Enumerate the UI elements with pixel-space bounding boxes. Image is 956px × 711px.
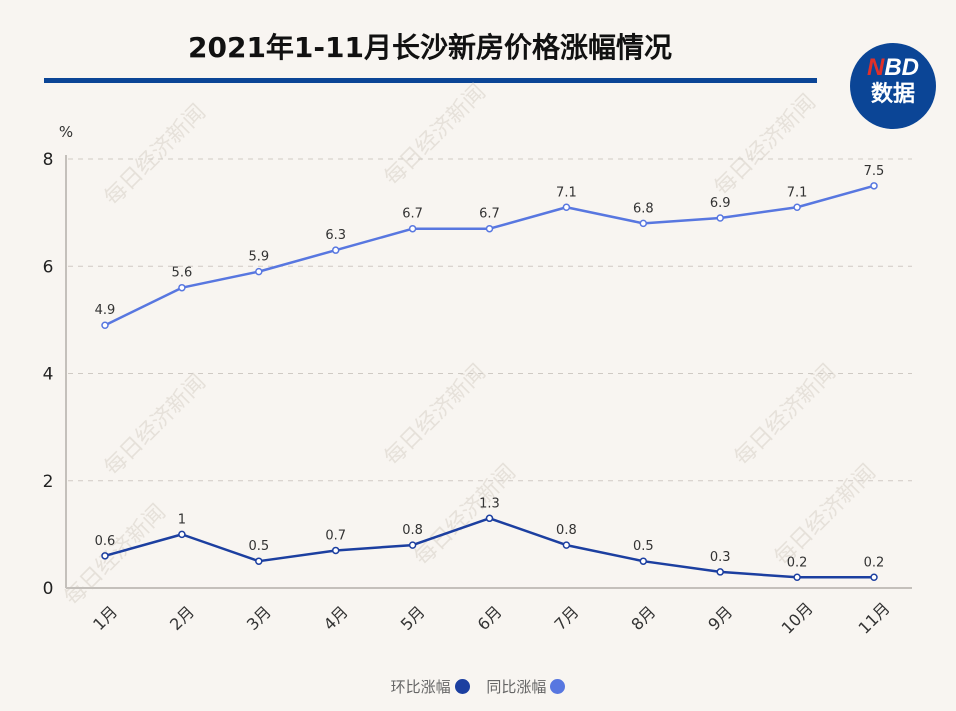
data-label: 1.3	[479, 496, 500, 511]
legend-label: 环比涨幅	[390, 678, 451, 696]
legend: 环比涨幅 同比涨幅	[0, 676, 956, 697]
data-point[interactable]	[639, 219, 648, 228]
data-label: 5.6	[172, 266, 193, 281]
data-point[interactable]	[562, 541, 571, 549]
x-tick-label: 8月	[627, 602, 659, 634]
data-label: 7.5	[864, 164, 885, 179]
data-point[interactable]	[178, 530, 186, 539]
x-tick-label: 6月	[474, 602, 506, 634]
series-mom: 0.6 1 0.5 0.7 0.8 1.3 0.8 0.5 0.3 0.2 0.2	[95, 496, 885, 582]
y-axis-unit: %	[59, 123, 73, 141]
data-label: 1	[178, 512, 186, 527]
data-label: 0.2	[787, 555, 808, 570]
title-underline	[44, 78, 817, 83]
data-label: 7.1	[787, 185, 808, 200]
data-label: 0.8	[556, 523, 577, 538]
watermark-text: 每日经济新闻	[100, 370, 211, 481]
data-point[interactable]	[870, 182, 878, 190]
x-tick-label: 1月	[89, 602, 121, 634]
watermark-text: 每日经济新闻	[380, 360, 491, 471]
watermark-text: 每日经济新闻	[410, 460, 521, 571]
watermark-text: 每日经济新闻	[730, 360, 841, 471]
data-point[interactable]	[485, 514, 494, 523]
y-tick-label: 6	[43, 257, 54, 277]
data-label: 6.7	[479, 207, 500, 222]
y-tick-label: 0	[43, 579, 54, 599]
data-label: 5.9	[248, 250, 269, 265]
watermark-text: 每日经济新闻	[380, 80, 491, 191]
legend-dot-icon	[550, 679, 566, 694]
x-tick-label: 9月	[704, 602, 736, 634]
data-point[interactable]	[408, 541, 417, 549]
watermark-text: 每日经济新闻	[770, 460, 881, 571]
data-point[interactable]	[331, 546, 340, 555]
data-point[interactable]	[101, 321, 109, 329]
logo-accent-letter: N	[866, 54, 885, 81]
data-point[interactable]	[870, 573, 878, 582]
x-tick-label: 7月	[551, 602, 583, 634]
x-tick-label: 11月	[855, 599, 894, 638]
data-label: 0.8	[402, 523, 423, 538]
watermark-text: 每日经济新闻	[100, 100, 211, 211]
data-point[interactable]	[101, 552, 109, 560]
nbd-logo: NBD 数据	[850, 43, 936, 129]
data-label: 6.3	[325, 228, 346, 243]
data-label: 6.7	[402, 207, 423, 222]
data-point[interactable]	[178, 283, 186, 292]
data-label: 0.6	[95, 534, 116, 549]
data-label: 0.7	[325, 528, 346, 543]
series-line	[104, 517, 874, 579]
y-tick-label: 2	[43, 472, 54, 492]
data-label: 0.2	[864, 555, 885, 570]
legend-label: 同比涨幅	[486, 678, 547, 696]
logo-top-text: BD	[884, 54, 919, 81]
watermark-text: 每日经济新闻	[60, 500, 171, 611]
y-tick-label: 4	[43, 365, 54, 385]
data-point[interactable]	[639, 557, 648, 565]
data-label: 4.9	[95, 303, 116, 318]
x-tick-label: 2月	[166, 602, 198, 634]
chart-title: 2021年1-11月长沙新房价格涨幅情况	[188, 31, 672, 64]
x-tick-label: 4月	[320, 602, 352, 634]
legend-dot-icon	[454, 679, 470, 694]
data-label: 0.5	[248, 539, 269, 554]
data-point[interactable]	[255, 557, 263, 565]
data-point[interactable]	[485, 224, 494, 233]
data-point[interactable]	[331, 246, 340, 254]
logo-bottom-text: 数据	[870, 81, 915, 106]
data-label: 0.5	[633, 539, 654, 554]
legend-item-yoy[interactable]: 同比涨幅	[486, 676, 566, 697]
legend-item-mom[interactable]: 环比涨幅	[391, 676, 470, 697]
x-tick-label: 10月	[778, 599, 817, 638]
data-label: 6.8	[633, 201, 654, 216]
data-point[interactable]	[716, 214, 724, 222]
watermark-text: 每日经济新闻	[710, 90, 821, 201]
data-label: 6.9	[710, 196, 731, 211]
y-tick-label: 8	[43, 150, 54, 170]
data-point[interactable]	[255, 267, 263, 276]
data-point[interactable]	[408, 224, 417, 233]
data-point[interactable]	[793, 573, 801, 582]
series-yoy: 4.9 5.6 5.9 6.3 6.7 6.7 7.1 6.8 6.9 7.1 7.5	[95, 164, 885, 329]
x-tick-label: 5月	[397, 602, 429, 634]
data-label: 0.3	[710, 550, 731, 565]
x-tick-label: 3月	[243, 602, 275, 634]
data-point[interactable]	[716, 568, 724, 576]
data-point[interactable]	[562, 203, 571, 212]
data-label: 7.1	[556, 185, 577, 200]
data-point[interactable]	[793, 203, 801, 212]
